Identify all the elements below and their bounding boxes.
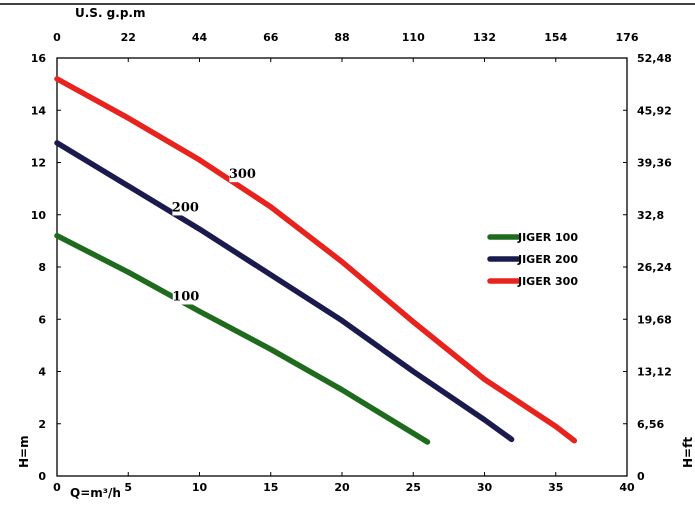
top-tick-label: 88 [334,31,349,44]
left-tick-label: 8 [38,261,46,274]
legend-entry-1: JIGER 200 [517,253,578,266]
bottom-axis-ticks: 0 5 10 15 20 25 30 35 40 [53,472,635,494]
right-tick-label: 32,8 [637,209,664,222]
left-tick-label: 2 [38,418,46,431]
left-tick-label: 12 [31,157,46,170]
right-tick-label: 26,24 [637,261,672,274]
top-tick-label: 154 [544,31,567,44]
bottom-tick-label: 30 [477,481,493,494]
right-tick-label: 52,48 [637,52,672,65]
right-tick-label: 45,92 [637,104,672,117]
top-tick-label: 0 [53,31,61,44]
bottom-tick-label: 5 [124,481,132,494]
series-line-0 [54,232,431,445]
left-tick-label: 14 [31,104,47,117]
right-tick-label: 39,36 [637,157,672,170]
top-tick-label: 176 [616,31,639,44]
series-lines [54,76,578,445]
right-axis-ticks: 0 6,56 13,12 19,68 26,24 32,8 39,36 45,92 52,48 [623,52,672,483]
left-tick-label: 10 [31,209,47,222]
left-axis-ticks: 0 2 4 6 8 10 12 14 16 [31,52,61,483]
bottom-tick-label: 15 [263,481,278,494]
top-tick-label: 22 [121,31,136,44]
top-tick-label: 110 [402,31,425,44]
curve-label-bg [172,288,199,305]
top-tick-label: 44 [192,31,208,44]
right-tick-label: 0 [637,470,645,483]
right-axis-title: H=ft [681,437,695,468]
curve-label-bg [172,199,199,216]
legend-entry-2: JIGER 300 [517,275,578,288]
top-tick-label: 66 [263,31,279,44]
series-line-1 [54,140,515,443]
bottom-tick-label: 10 [192,481,208,494]
left-tick-label: 4 [38,366,46,379]
series-line-2 [54,76,578,444]
top-tick-label: 132 [473,31,496,44]
curve-label-100: 100 [172,289,199,304]
bottom-axis-title: Q=m³/h [70,486,121,500]
legend: JIGER 100 JIGER 200 JIGER 300 [487,231,578,288]
top-axis-ticks: 0 22 44 66 88 110 132 154 176 [53,31,639,62]
right-tick-label: 13,12 [637,366,672,379]
right-tick-label: 6,56 [637,418,664,431]
left-tick-label: 16 [31,52,47,65]
top-axis-title: U.S. g.p.m [75,6,145,20]
bottom-tick-label: 25 [406,481,421,494]
left-tick-label: 0 [38,470,46,483]
legend-entry-0: JIGER 100 [517,231,578,244]
bottom-tick-label: 0 [53,481,61,494]
left-tick-label: 6 [38,313,46,326]
curve-label-300: 300 [229,167,256,182]
bottom-tick-label: 35 [548,481,563,494]
left-axis-title: H=m [17,435,31,468]
curve-label-bg [229,166,256,183]
bottom-tick-label: 20 [334,481,350,494]
curve-labels: 100 200 300 [172,166,256,305]
bottom-tick-label: 40 [619,481,635,494]
right-tick-label: 19,68 [637,313,672,326]
curve-label-200: 200 [172,200,199,215]
